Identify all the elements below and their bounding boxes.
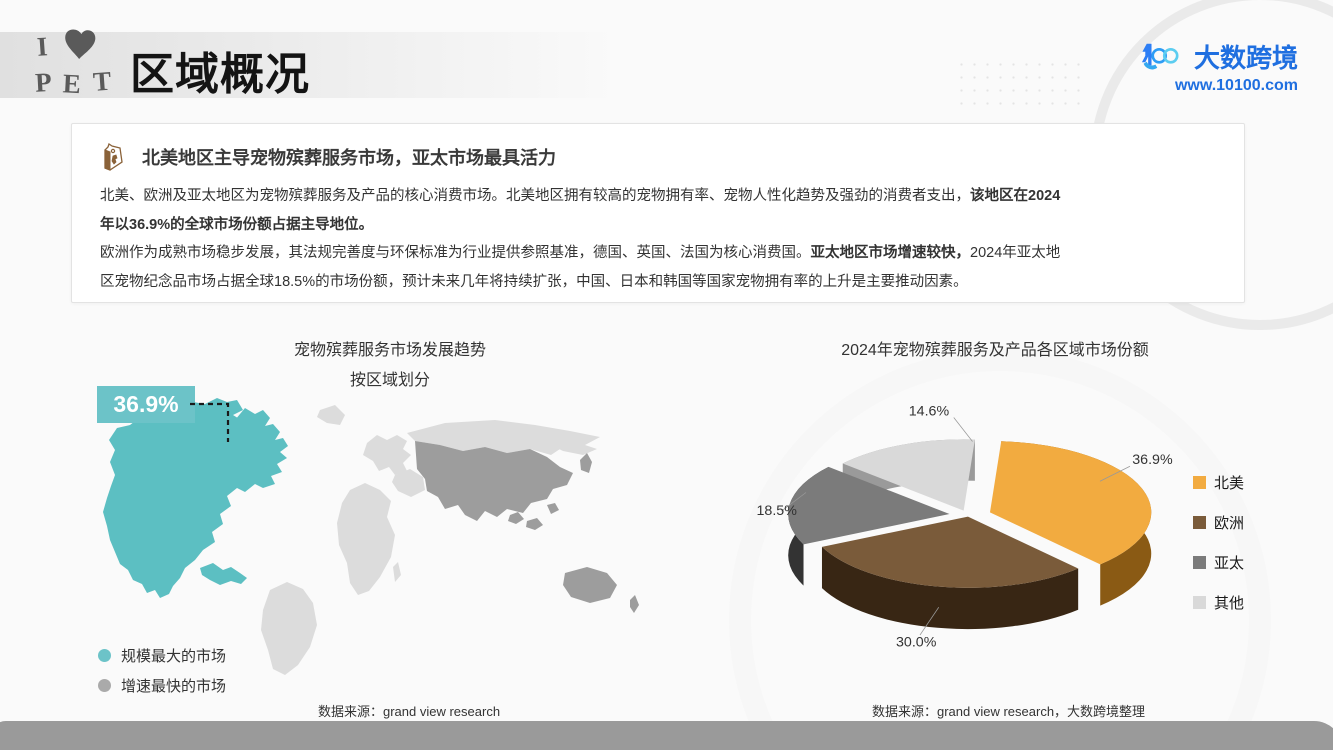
svg-text:18.5%: 18.5% [757, 503, 798, 519]
svg-text:36.9%: 36.9% [1132, 452, 1173, 468]
svg-text:P: P [35, 67, 52, 98]
svg-text:30.0%: 30.0% [896, 634, 937, 650]
svg-text:I: I [36, 31, 49, 62]
svg-text:14.6%: 14.6% [909, 403, 950, 419]
svg-text:T: T [92, 66, 112, 97]
svg-text:E: E [62, 68, 82, 98]
